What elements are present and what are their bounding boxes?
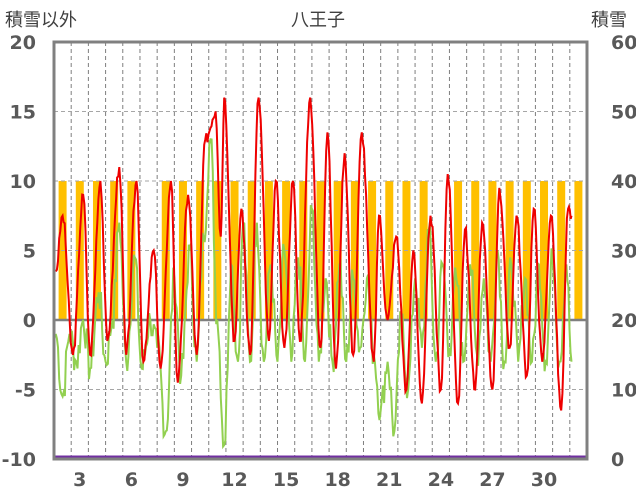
x-tick-labels: 3 6 9 12 15 18 21 24 27 30 [73,469,557,491]
x-tick-label: 12 [221,469,247,491]
right-axis-label: 積雪 [591,10,627,31]
bar-day-11 [230,181,239,320]
right-tick-label: 10 [611,380,636,402]
right-tick-labels: 60 50 40 30 20 10 0 [611,32,636,471]
grid-lines [54,42,587,459]
right-tick-label: 20 [611,310,636,332]
left-tick-labels: 20 15 10 5 0 -5 -10 [2,32,36,471]
left-tick-label: -10 [2,449,36,471]
left-tick-label: 0 [23,310,36,332]
right-tick-label: 50 [611,102,636,124]
bar-day-20 [385,181,394,320]
left-tick-label: 20 [10,32,36,54]
series-green [54,138,573,450]
left-tick-label: -5 [15,380,36,402]
line-green [54,138,573,450]
series-red [54,97,573,411]
bar-day-18 [350,181,359,320]
bar-day-31 [574,181,583,320]
bar-day-7 [161,181,170,320]
bar-day-24 [454,181,463,320]
right-tick-label: 0 [611,449,624,471]
x-tick-label: 27 [479,469,505,491]
x-tick-label: 3 [73,469,86,491]
bar-day-26 [488,181,497,320]
bar-day-13 [264,181,273,320]
left-tick-label: 15 [10,102,36,124]
x-tick-label: 24 [428,469,454,491]
x-tick-label: 15 [273,469,299,491]
line-red [54,97,573,411]
frame-border [52,40,589,461]
x-tick-label: 9 [176,469,189,491]
plot-frame [52,40,589,461]
x-tick-label: 18 [324,469,350,491]
x-tick-label: 21 [376,469,402,491]
chart-title: 八王子 [291,10,345,31]
x-tick-label: 6 [125,469,138,491]
bar-day-22 [419,181,428,320]
right-tick-label: 40 [611,171,636,193]
x-tick-label: 30 [531,469,557,491]
right-tick-label: 30 [611,241,636,263]
right-tick-label: 60 [611,32,636,54]
left-tick-label: 5 [23,241,36,263]
left-axis-label: 積雪以外 [5,10,77,31]
left-tick-label: 10 [10,171,36,193]
